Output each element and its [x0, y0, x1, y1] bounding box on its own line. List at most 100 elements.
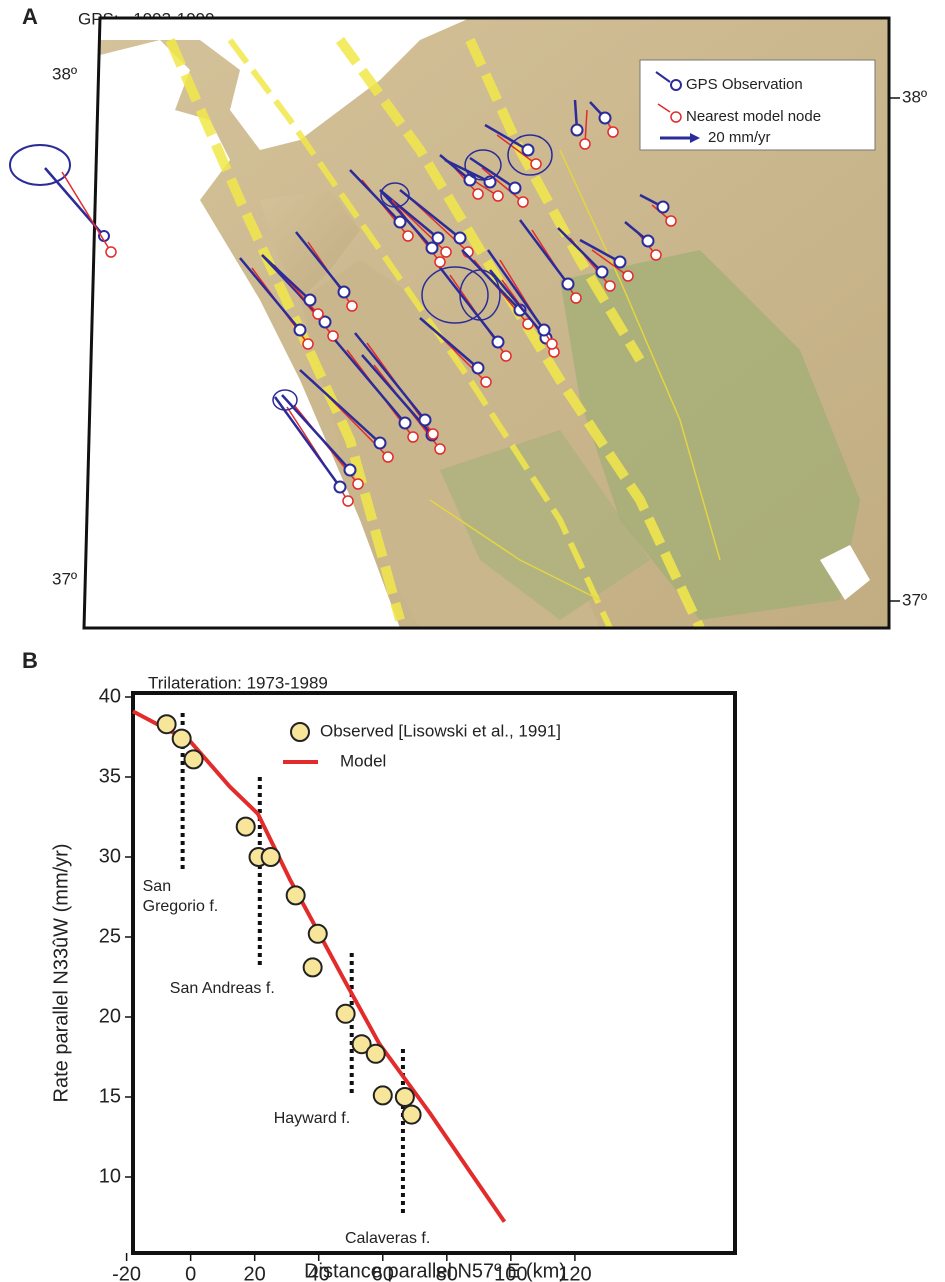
- legend-symbol: [657, 103, 671, 113]
- gps-site: [453, 231, 467, 245]
- x-tick-label: 100: [494, 1263, 527, 1282]
- gps-site: [521, 143, 535, 157]
- gps-arrow: [239, 257, 301, 331]
- y-tick-label: 10: [99, 1165, 121, 1187]
- legend-label: GPS Observation: [686, 76, 803, 93]
- gps-site: [303, 293, 317, 307]
- observed-point: [285, 885, 306, 906]
- gps-arrow: [349, 169, 401, 223]
- model-node: [327, 330, 339, 342]
- legend-label: Model: [340, 751, 386, 770]
- observed-point: [235, 816, 256, 837]
- gps-arrow: [579, 238, 621, 264]
- plot-area: [131, 691, 737, 1255]
- gps-site: [343, 463, 357, 477]
- gps-arrow: [419, 317, 479, 369]
- x-tick-label: -20: [112, 1263, 141, 1282]
- model-node: [607, 126, 619, 138]
- observed-point: [401, 1104, 422, 1125]
- model-node: [622, 270, 634, 282]
- model-node: [570, 292, 582, 304]
- gps-site: [570, 123, 584, 137]
- error-ellipse: [272, 389, 298, 411]
- model-node: [472, 188, 484, 200]
- x-tick-label: 60: [372, 1263, 394, 1282]
- legend-symbol: [655, 71, 671, 83]
- fault-label: Hayward f.: [274, 1110, 350, 1127]
- x-tick-label: 20: [244, 1263, 266, 1282]
- observed-point: [302, 957, 323, 978]
- gps-arrow: [379, 189, 439, 239]
- x-tick-label: 120: [558, 1263, 591, 1282]
- gps-site: [425, 241, 439, 255]
- legend-label: Nearest model node: [686, 108, 821, 125]
- model-node: [500, 350, 512, 362]
- model-node: [352, 478, 364, 490]
- model-node: [517, 196, 529, 208]
- chart-panel: B Trilateration: 1973-1989 Distance para…: [22, 648, 737, 1282]
- error-ellipse: [464, 149, 502, 181]
- x-tick-label: 80: [436, 1263, 458, 1282]
- y-tick-label: 20: [99, 1005, 121, 1027]
- legend-label: 20 mm/yr: [708, 129, 771, 146]
- gps-arrow: [299, 369, 381, 444]
- model-node: [440, 246, 452, 258]
- gps-site: [656, 200, 670, 214]
- model-node: [382, 451, 394, 463]
- gps-arrow: [519, 219, 569, 285]
- x-tick-label: 0: [185, 1263, 196, 1282]
- gps-site: [418, 413, 432, 427]
- fault-label: Gregorio f.: [143, 898, 219, 915]
- gps-site: [641, 234, 655, 248]
- model-arrow: [591, 249, 629, 277]
- model-node: [530, 158, 542, 170]
- model-node: [492, 190, 504, 202]
- model-node: [302, 338, 314, 350]
- chart-title: Trilateration: 1973-1989: [148, 673, 328, 692]
- model-node: [427, 428, 439, 440]
- observed-point: [156, 714, 177, 735]
- error-ellipse: [380, 182, 410, 208]
- gps-arrow: [295, 231, 345, 293]
- x-axis-label: Distance parallel N57º E (km): [304, 1260, 566, 1282]
- gps-arrow: [334, 339, 406, 424]
- observed-point: [171, 728, 192, 749]
- gps-site: [373, 436, 387, 450]
- gps-site: [398, 416, 412, 430]
- gps-site: [613, 255, 627, 269]
- lat-label: 38º: [902, 87, 927, 106]
- gps-site: [393, 215, 407, 229]
- map-legend: [639, 59, 876, 151]
- y-tick-label: 35: [99, 765, 121, 787]
- observed-point: [183, 749, 204, 770]
- gps-site: [337, 285, 351, 299]
- model-arrow: [61, 171, 112, 253]
- observed-point: [351, 1034, 372, 1055]
- gps-arrow: [261, 254, 311, 301]
- gps-arrow: [486, 249, 546, 331]
- legend-symbol: [670, 79, 682, 91]
- panel-label: A: [22, 4, 38, 29]
- gps-site: [508, 181, 522, 195]
- gps-arrow: [444, 158, 491, 184]
- model-node: [105, 246, 117, 258]
- legend-symbol: [690, 133, 700, 143]
- gps-arrow: [484, 123, 529, 152]
- gps-arrow: [439, 154, 471, 181]
- map-frame: [82, 16, 891, 630]
- model-node: [434, 256, 446, 268]
- fault-label: Calaveras f.: [345, 1230, 430, 1247]
- gps-arrow: [399, 189, 461, 239]
- lat-label: 37º: [52, 569, 77, 588]
- observed-point: [394, 1087, 415, 1107]
- model-arrow: [496, 134, 537, 165]
- gps-site: [431, 231, 445, 245]
- minor-faults: [429, 149, 721, 601]
- model-node: [579, 138, 591, 150]
- x-tick-label: 40: [308, 1263, 330, 1282]
- model-node: [665, 215, 677, 227]
- model-node: [604, 280, 616, 292]
- fault-label: San: [143, 878, 171, 895]
- gps-arrow: [437, 264, 499, 343]
